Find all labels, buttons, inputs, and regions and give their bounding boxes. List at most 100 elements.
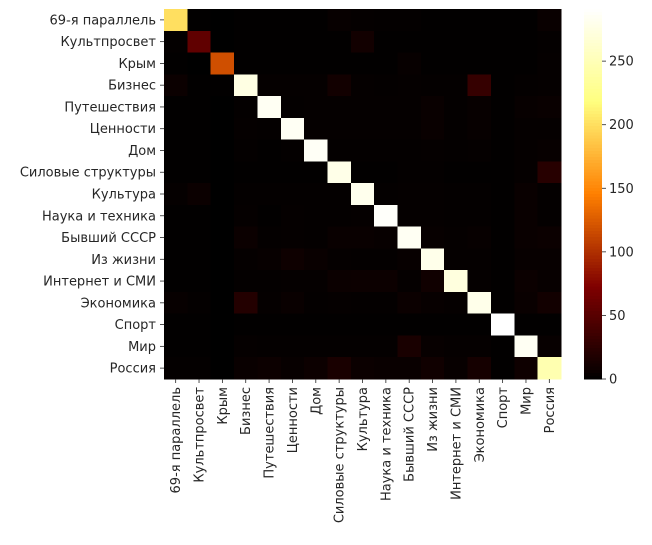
colorbar-segment: [584, 132, 602, 136]
colorbar-segment: [584, 55, 602, 59]
colorbar-segment: [584, 348, 602, 352]
heatmap-cell: [420, 117, 445, 141]
colorbar-segment: [584, 258, 602, 263]
heatmap-cell: [537, 226, 562, 250]
colorbar-segment: [584, 255, 602, 260]
heatmap-cell: [514, 139, 539, 162]
colorbar-tick-label: 150: [609, 182, 634, 197]
heatmap-cell: [164, 30, 188, 54]
heatmap-cell: [374, 248, 399, 271]
colorbar-segment: [584, 36, 602, 41]
heatmap-cell: [210, 52, 235, 75]
heatmap-cell: [280, 161, 305, 184]
heatmap-cell: [514, 270, 539, 293]
heatmap-cell: [257, 183, 282, 206]
heatmap-cell: [210, 291, 235, 315]
heatmap-cell: [187, 357, 212, 380]
heatmap-cell: [490, 226, 515, 250]
heatmap-cell: [210, 335, 235, 358]
heatmap-cell: [397, 139, 422, 162]
heatmap-cell: [327, 9, 352, 32]
heatmap-cell: [187, 161, 212, 184]
heatmap-cell: [467, 248, 492, 271]
y-tick-label: Ценности: [90, 122, 156, 137]
heatmap-cell: [304, 96, 329, 119]
colorbar-segment: [584, 42, 602, 47]
colorbar-tick-labels: 0 50 100 150 200 250: [602, 55, 634, 388]
heatmap-cell: [327, 96, 352, 119]
heatmap-cell: [234, 270, 259, 293]
colorbar-tick-label: 100: [609, 245, 634, 260]
heatmap-cell: [280, 226, 305, 250]
heatmap-cell: [257, 248, 282, 271]
heatmap-cell: [537, 357, 562, 380]
colorbar-segment: [584, 237, 602, 241]
heatmap-cell: [350, 270, 375, 293]
colorbar-segment: [584, 144, 602, 149]
heatmap-cell: [257, 139, 282, 162]
colorbar-segment: [584, 261, 602, 266]
heatmap-cell: [537, 52, 562, 75]
heatmap-cell: [187, 248, 212, 271]
heatmap-cell: [210, 139, 235, 162]
heatmap-cell: [304, 335, 329, 358]
heatmap-cell: [187, 139, 212, 162]
heatmap-cell: [490, 161, 515, 184]
colorbar-segment: [584, 70, 602, 75]
heatmap-cell: [374, 30, 399, 54]
colorbar-segment: [584, 89, 602, 93]
colorbar-segment: [584, 76, 602, 81]
heatmap-cell: [420, 204, 445, 228]
colorbar-tick-label: 200: [609, 118, 634, 133]
colorbar-segment: [584, 240, 602, 244]
heatmap-cell: [210, 74, 235, 97]
heatmap-cell: [514, 248, 539, 271]
heatmap-cell: [280, 30, 305, 54]
heatmap-cell: [304, 291, 329, 315]
colorbar-tick-label: 250: [609, 55, 634, 70]
colorbar-segment: [584, 277, 602, 281]
heatmap-cell: [164, 335, 188, 358]
heatmap-cell: [444, 291, 469, 315]
colorbar-segment: [584, 33, 602, 38]
colorbar-segment: [584, 21, 602, 25]
heatmap-cell: [490, 357, 515, 380]
colorbar-segment: [584, 289, 602, 294]
y-tick-label: Дом: [128, 144, 156, 159]
colorbar-segment: [584, 298, 602, 303]
heatmap-cell: [467, 96, 492, 119]
heatmap-cell: [187, 270, 212, 293]
heatmap-cell: [280, 96, 305, 119]
x-tick-label: Силовые структуры: [333, 387, 348, 523]
colorbar-segment: [584, 126, 602, 130]
heatmap-cell: [280, 335, 305, 358]
heatmap-cell: [187, 204, 212, 228]
heatmap-cell: [374, 313, 399, 337]
heatmap-cell: [210, 161, 235, 184]
colorbar-segment: [584, 243, 602, 247]
heatmap-cell: [164, 161, 188, 184]
x-tick-label: Наука и техника: [379, 387, 394, 501]
colorbar-segment: [584, 326, 602, 331]
colorbar-segment: [584, 342, 602, 346]
heatmap-cell: [187, 74, 212, 97]
colorbar-segment: [584, 49, 602, 53]
colorbar-segment: [584, 363, 602, 368]
heatmap-cell: [490, 291, 515, 315]
colorbar-segment: [584, 234, 602, 238]
heatmap-cell: [420, 9, 445, 32]
x-tick-label: Культура: [356, 387, 371, 451]
heatmap-cell: [537, 9, 562, 32]
colorbar-segment: [584, 107, 602, 112]
heatmap-cell: [327, 335, 352, 358]
y-tick-label: Наука и техника: [42, 209, 156, 224]
heatmap-cell: [514, 335, 539, 358]
heatmap-cell: [350, 313, 375, 337]
heatmap-cell: [210, 226, 235, 250]
heatmap-cell: [327, 270, 352, 293]
heatmap-cell: [257, 204, 282, 228]
heatmap-cell: [350, 117, 375, 141]
heatmap-cell: [397, 335, 422, 358]
heatmap-cell: [397, 161, 422, 184]
colorbar-segment: [584, 197, 602, 201]
